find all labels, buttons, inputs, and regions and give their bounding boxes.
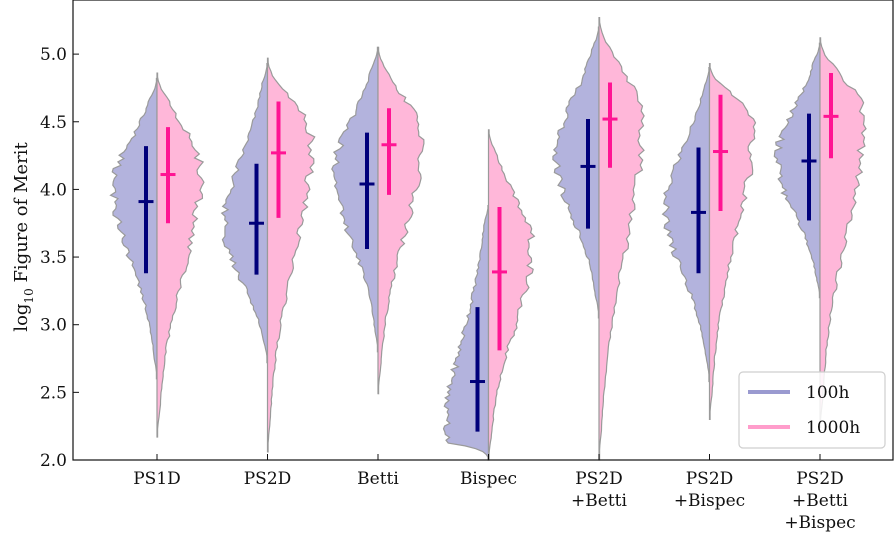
y-tick-label: 2.0 (40, 451, 67, 471)
legend-label-1000h: 1000h (806, 418, 860, 438)
legend-label-100h: 100h (806, 383, 849, 403)
x-tick-label: PS2D +Betti (571, 469, 627, 511)
y-tick-label: 4.0 (40, 180, 67, 200)
violin-100h-2 (331, 46, 379, 353)
violin-100h-1 (220, 62, 269, 364)
axes: 2.0 2.5 3.0 3.5 4.0 4.5 5.0 PS1D PS2D Betti Bispec… (40, 0, 894, 533)
violin-100h-4 (552, 26, 600, 319)
x-tick-label: PS1D (133, 469, 181, 489)
x-tick-label: PS2D (244, 469, 292, 489)
y-axis-label: log10 Figure of Merit (11, 142, 36, 332)
axes-frame (72, 0, 894, 461)
violins (109, 16, 867, 461)
y-tick-label: 4.5 (40, 113, 67, 133)
x-tick-label: Bispec (460, 469, 517, 489)
legend: 100h 1000h (738, 371, 886, 449)
x-tick-label: PS2D +Betti +Bispec (784, 469, 855, 533)
y-tick-label: 3.0 (40, 316, 67, 336)
violin-100h-5 (661, 67, 711, 383)
y-tick-label: 2.5 (40, 383, 67, 403)
x-tick-label: Betti (357, 469, 399, 489)
violin-100h-6 (773, 42, 821, 299)
y-tick-label: 5.0 (40, 45, 67, 65)
x-tick-label: PS2D +Bispec (674, 469, 745, 511)
y-tick-label: 3.5 (40, 248, 67, 268)
